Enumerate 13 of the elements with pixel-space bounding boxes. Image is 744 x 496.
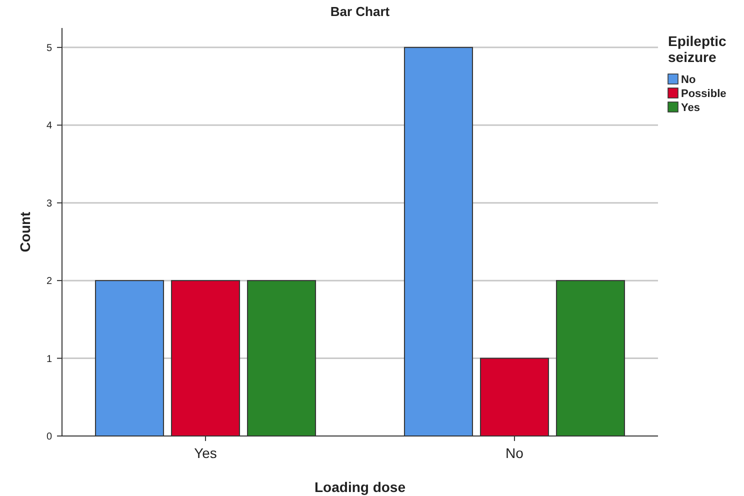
legend-label: Yes [681, 102, 700, 114]
legend-title: Epileptic seizure [668, 33, 727, 65]
y-axis-title: Count [17, 211, 33, 252]
y-tick-label: 1 [46, 354, 52, 365]
x-axis-title: Loading dose [314, 479, 406, 495]
y-tick-label: 3 [46, 198, 52, 210]
chart-title: Bar Chart [330, 4, 390, 19]
y-tick-label: 0 [46, 432, 52, 442]
legend-label: Possible [681, 88, 726, 100]
y-tick-label: 4 [46, 120, 52, 132]
y-tick-label: 2 [46, 276, 52, 288]
y-tick-label: 5 [46, 42, 52, 54]
legend-label: No [681, 74, 696, 86]
